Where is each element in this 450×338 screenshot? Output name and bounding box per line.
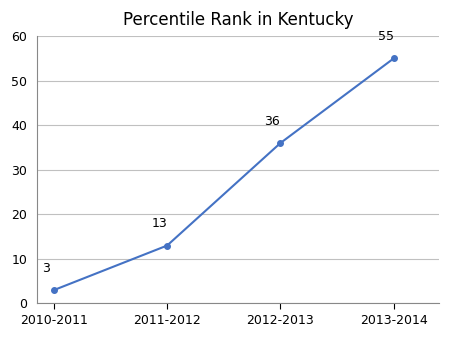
Text: 55: 55 <box>378 30 394 43</box>
Text: 13: 13 <box>151 217 167 230</box>
Text: 36: 36 <box>265 115 280 127</box>
Title: Percentile Rank in Kentucky: Percentile Rank in Kentucky <box>122 11 353 29</box>
Text: 3: 3 <box>42 262 50 274</box>
